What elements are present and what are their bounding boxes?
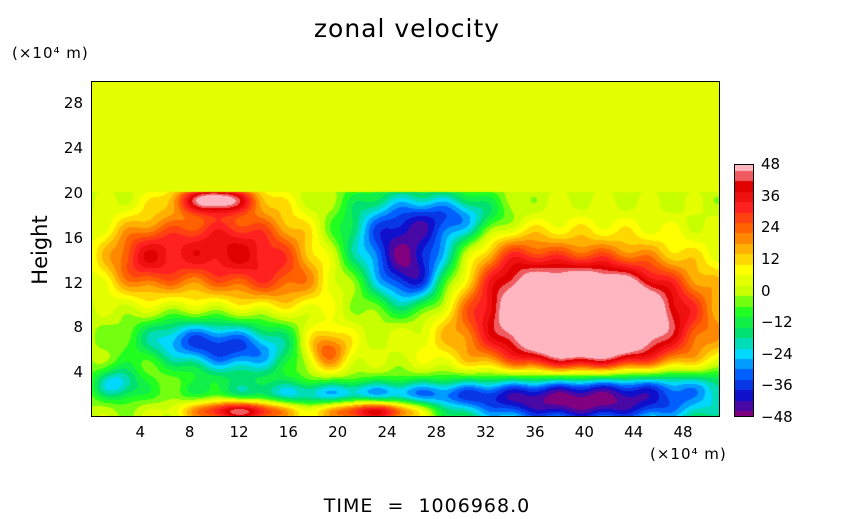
x-tick-label: 48 (673, 423, 693, 441)
time-readout: TIME = 1006968.0 (323, 495, 531, 517)
x-tick-label: 12 (229, 423, 249, 441)
colorbar-tick-label: 48 (761, 155, 781, 173)
colorbar-tick-label: 12 (761, 249, 781, 268)
colorbar-tick-label: −36 (761, 376, 793, 395)
colorbar-tick-label: 0 (761, 281, 771, 300)
x-tick-label: 16 (278, 423, 298, 441)
y-tick-label: 28 (63, 94, 83, 113)
y-tick-label: 24 (63, 139, 83, 158)
x-tick-label: 36 (525, 423, 545, 441)
colorbar-tick-label: −24 (761, 344, 793, 363)
plot-area (91, 81, 720, 417)
x-tick-label: 4 (135, 423, 146, 441)
x-tick-label: 32 (476, 423, 496, 441)
colorbar-tick-label: −12 (761, 313, 793, 332)
x-tick-label: 28 (426, 423, 446, 441)
x-tick-label: 24 (377, 423, 397, 441)
y-tick-label: 12 (63, 273, 83, 292)
colorbar-tick-label: −48 (761, 408, 793, 426)
colorbar-tick-label: 24 (761, 218, 781, 237)
y-tick-label: 20 (63, 184, 83, 202)
y-tick-label: 8 (73, 318, 83, 337)
x-tick-label: 40 (574, 423, 594, 441)
chart-title: zonal velocity (313, 14, 501, 43)
heatmap-field (92, 82, 719, 416)
x-tick-label: 44 (624, 423, 644, 441)
x-tick-label: 8 (184, 423, 195, 441)
colorbar (734, 164, 754, 417)
x-axis-unit: (×10⁴ m) (650, 445, 727, 463)
colorbar-tick-label: 36 (761, 186, 781, 205)
y-axis-unit: (×10⁴ m) (12, 44, 89, 62)
y-tick-label: 4 (73, 363, 83, 382)
y-tick-label: 16 (63, 228, 83, 247)
x-tick-label: 20 (328, 423, 348, 441)
